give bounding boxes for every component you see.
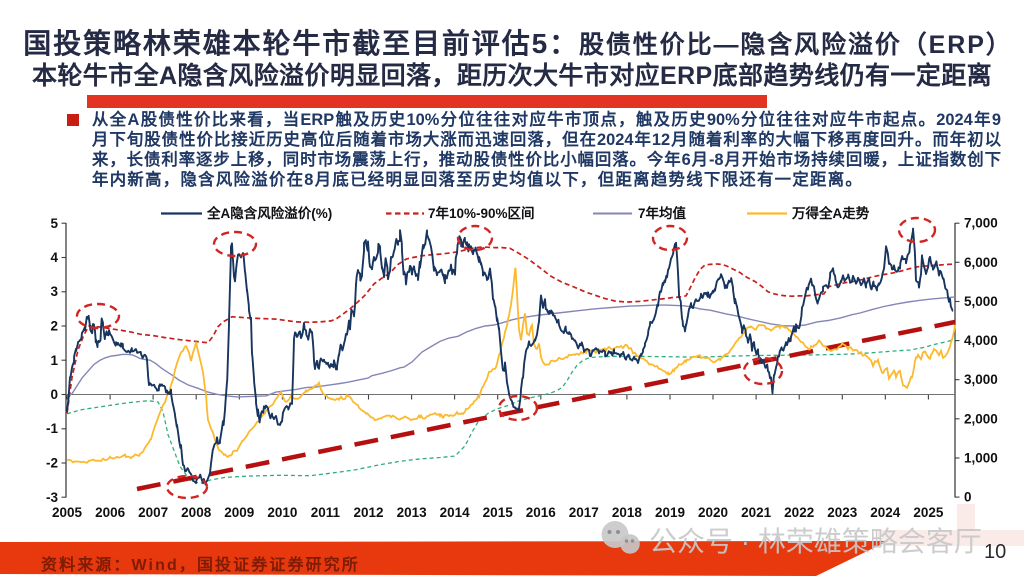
- svg-text:-3: -3: [46, 490, 58, 505]
- svg-text:5,000: 5,000: [964, 294, 998, 309]
- svg-text:5: 5: [50, 216, 58, 231]
- svg-text:2006: 2006: [95, 505, 126, 520]
- svg-text:2015: 2015: [483, 505, 514, 520]
- svg-text:全A隐含风险溢价(%): 全A隐含风险溢价(%): [206, 205, 332, 221]
- svg-text:2012: 2012: [353, 505, 383, 520]
- svg-text:7,000: 7,000: [964, 216, 998, 231]
- svg-text:7年均值: 7年均值: [638, 205, 687, 221]
- svg-text:2,000: 2,000: [964, 411, 998, 426]
- svg-text:2007: 2007: [138, 505, 168, 520]
- svg-text:4: 4: [50, 250, 58, 265]
- svg-text:2016: 2016: [526, 505, 557, 520]
- svg-text:2025: 2025: [913, 505, 944, 520]
- svg-text:1,000: 1,000: [964, 451, 998, 466]
- svg-text:2013: 2013: [397, 505, 428, 520]
- svg-text:2023: 2023: [827, 505, 858, 520]
- svg-text:2017: 2017: [569, 505, 599, 520]
- svg-text:3: 3: [50, 284, 58, 299]
- svg-text:-1: -1: [46, 421, 58, 436]
- svg-text:4,000: 4,000: [964, 333, 998, 348]
- svg-text:3,000: 3,000: [964, 372, 998, 387]
- svg-text:2022: 2022: [784, 505, 814, 520]
- svg-text:0: 0: [50, 387, 58, 402]
- svg-text:1: 1: [50, 353, 58, 368]
- svg-text:2: 2: [50, 319, 58, 334]
- svg-text:2020: 2020: [698, 505, 728, 520]
- svg-text:2014: 2014: [440, 505, 471, 520]
- svg-text:2021: 2021: [741, 505, 772, 520]
- svg-text:万得全A走势: 万得全A走势: [791, 205, 870, 221]
- svg-text:6,000: 6,000: [964, 255, 998, 270]
- svg-text:2005: 2005: [52, 505, 83, 520]
- svg-text:2019: 2019: [655, 505, 685, 520]
- svg-text:2008: 2008: [181, 505, 212, 520]
- svg-text:2010: 2010: [267, 505, 297, 520]
- svg-text:2024: 2024: [870, 505, 901, 520]
- svg-text:2011: 2011: [311, 505, 341, 520]
- svg-text:2009: 2009: [224, 505, 254, 520]
- svg-text:0: 0: [964, 490, 972, 505]
- svg-text:2018: 2018: [612, 505, 643, 520]
- svg-text:7年10%-90%区间: 7年10%-90%区间: [428, 205, 535, 221]
- svg-text:-2: -2: [46, 456, 58, 471]
